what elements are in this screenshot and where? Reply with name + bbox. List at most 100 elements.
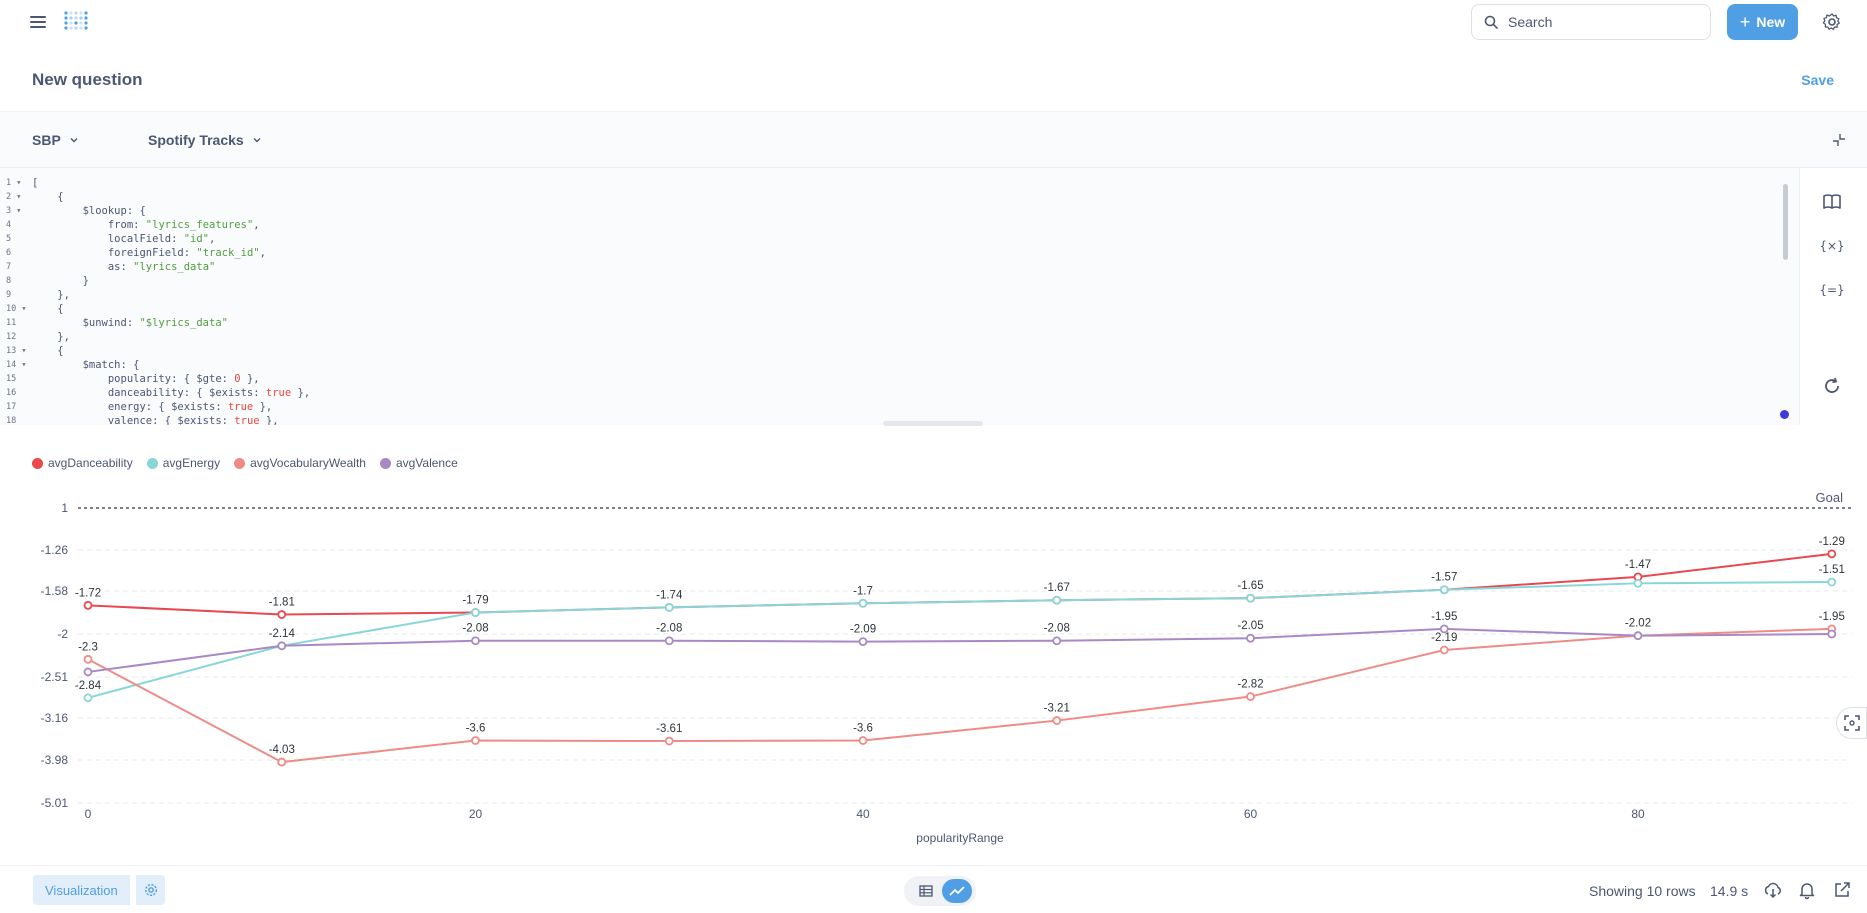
line-number: 4 [6, 220, 12, 230]
x-axis-label: popularityRange [916, 831, 1004, 845]
data-point [471, 636, 480, 646]
y-tick-label: -2.51 [41, 670, 69, 684]
y-tick-label: -1.58 [41, 584, 69, 598]
data-label: -1.51 [1819, 564, 1845, 576]
editor-sidebar: {×} {=} [1800, 168, 1867, 425]
collapse-editor-icon[interactable] [1831, 132, 1847, 148]
plus-icon: + [1739, 11, 1751, 32]
series-line-avgValence [87, 627, 1832, 673]
collection-name: Spotify Tracks [148, 132, 244, 148]
gear-icon [144, 883, 157, 897]
y-tick-label: -3.98 [41, 753, 69, 767]
code-line: as: "lyrics_data" [32, 261, 216, 273]
legend-item[interactable]: avgEnergy [146, 456, 220, 470]
code-line: }, [32, 331, 70, 343]
bell-icon[interactable] [1797, 880, 1817, 900]
data-label: -1.57 [1431, 572, 1457, 584]
code-line: energy: { $exists: true }, [32, 401, 273, 413]
line-number: 15 [6, 374, 17, 384]
row-count: Showing 10 rows [1589, 883, 1696, 899]
settings-gear-icon[interactable] [1822, 12, 1842, 32]
line-number: 8 [6, 276, 12, 286]
new-button[interactable]: + New [1727, 4, 1798, 40]
code-line: }, [32, 289, 70, 301]
metabase-logo[interactable] [62, 8, 90, 36]
share-icon[interactable] [1832, 880, 1852, 900]
line-number: 16 [6, 388, 17, 398]
page-title[interactable]: New question [32, 70, 143, 89]
query-footer: Visualization Showing 10 rows 14.9 s [0, 865, 1867, 913]
expand-chart-button[interactable] [1836, 707, 1867, 739]
editor-resize-handle[interactable] [883, 421, 983, 426]
snippets-icon[interactable]: {=} [1819, 283, 1845, 297]
line-number: 18 [6, 416, 17, 425]
refresh-icon[interactable] [1820, 374, 1844, 398]
data-point [1052, 716, 1062, 725]
download-icon[interactable] [1763, 880, 1783, 900]
data-label: -3.6 [466, 723, 486, 735]
data-point [1439, 645, 1449, 655]
data-point [1439, 585, 1449, 595]
query-code[interactable]: [ { $lookup: { from: "lyrics_features", … [32, 176, 310, 425]
legend-label: avgVocabularyWealth [250, 456, 366, 470]
data-point [277, 610, 287, 619]
native-query-editor[interactable]: 1 ▾ 2 ▾ 3 ▾ 4 5 6 7 8 9 10 ▾ 11 12 13 ▾ 14 ▾ 15 16 17 18 … [0, 168, 1800, 425]
data-point [664, 636, 674, 646]
data-point [858, 637, 868, 646]
code-line: { [32, 345, 64, 357]
data-point [471, 736, 480, 745]
x-tick-label: 40 [856, 807, 870, 821]
code-line: $unwind: "$lyrics_data" [32, 317, 228, 329]
legend-item[interactable]: avgVocabularyWealth [234, 456, 366, 470]
data-label: -1.65 [1237, 580, 1263, 592]
collection-picker[interactable]: Spotify Tracks [148, 132, 262, 148]
y-tick-label: -1.26 [41, 543, 69, 557]
x-tick-label: 80 [1631, 807, 1645, 821]
code-line: { [32, 303, 64, 315]
legend-label: avgValence [395, 456, 458, 470]
data-label: -2.08 [462, 623, 488, 635]
code-line: $lookup: { [32, 205, 146, 217]
line-number: 3 ▾ [6, 206, 22, 216]
data-point [1827, 577, 1837, 587]
series-line-avgEnergy [87, 581, 1832, 699]
editor-scrollbar[interactable] [1783, 184, 1788, 260]
fullscreen-icon [1843, 715, 1860, 731]
legend-color-dot [234, 457, 246, 469]
line-number: 17 [6, 402, 17, 412]
data-label: -3.21 [1044, 703, 1070, 715]
line-number: 10 ▾ [6, 304, 27, 314]
code-line: { [32, 191, 64, 203]
data-label: -2.14 [269, 628, 296, 640]
save-button[interactable]: Save [1801, 72, 1834, 88]
legend-color-dot [146, 457, 158, 469]
data-label: -1.79 [462, 595, 488, 607]
legend-color-dot [32, 457, 43, 469]
menu-icon[interactable] [30, 13, 46, 29]
query-time: 14.9 s [1710, 883, 1749, 899]
chart-view-toggle[interactable] [942, 879, 972, 903]
data-point [277, 757, 287, 767]
database-picker[interactable]: SBP [32, 132, 79, 148]
legend-item[interactable]: avgDanceability [32, 456, 133, 470]
data-point [1246, 633, 1255, 643]
viz-settings-button[interactable] [135, 875, 165, 905]
data-reference-book-icon[interactable] [1820, 190, 1844, 214]
legend-color-dot [379, 457, 391, 469]
table-view-toggle[interactable] [912, 880, 940, 902]
data-label: -1.95 [1819, 611, 1845, 623]
legend-item[interactable]: avgValence [379, 456, 458, 470]
data-point [1827, 549, 1837, 559]
search-input[interactable] [1508, 14, 1688, 30]
y-tick-label: -2 [57, 627, 68, 641]
variables-icon[interactable]: {×} [1819, 239, 1845, 253]
line-number-gutter: 1 ▾ 2 ▾ 3 ▾ 4 5 6 7 8 9 10 ▾ 11 12 13 ▾ 14 ▾ 15 16 17 18 [0, 176, 28, 425]
table-icon [919, 885, 933, 897]
x-tick-label: 20 [469, 807, 483, 821]
code-line: valence: { $exists: true }, [32, 415, 279, 425]
legend-label: avgDanceability [48, 456, 133, 470]
data-point [1827, 629, 1837, 639]
search-box[interactable] [1471, 4, 1711, 40]
code-line: } [32, 275, 89, 287]
visualization-button[interactable]: Visualization [33, 875, 130, 905]
